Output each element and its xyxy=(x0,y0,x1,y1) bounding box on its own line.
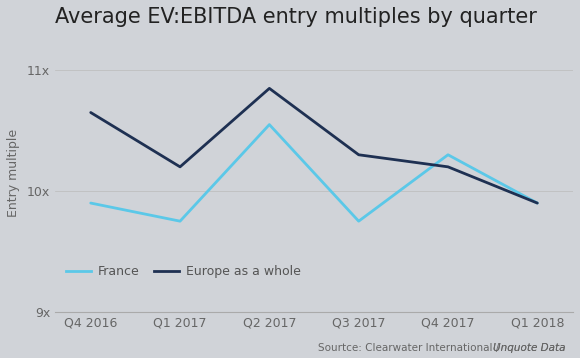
Europe as a whole xyxy=(444,165,451,169)
France xyxy=(534,201,541,205)
Y-axis label: Entry multiple: Entry multiple xyxy=(7,129,20,217)
France xyxy=(87,201,94,205)
France xyxy=(355,219,362,223)
Text: Unquote Data: Unquote Data xyxy=(493,343,566,353)
Text: Unquote Data: Unquote Data xyxy=(493,343,566,353)
France xyxy=(266,122,273,127)
Europe as a whole xyxy=(87,110,94,115)
France xyxy=(176,219,183,223)
Line: France: France xyxy=(90,125,537,221)
Line: Europe as a whole: Europe as a whole xyxy=(90,88,537,203)
France xyxy=(444,153,451,157)
Text: Average EV:EBITDA entry multiples by quarter: Average EV:EBITDA entry multiples by qua… xyxy=(55,7,537,27)
Europe as a whole xyxy=(534,201,541,205)
Text: Sourtce: Clearwater International /: Sourtce: Clearwater International / xyxy=(318,343,503,353)
Europe as a whole xyxy=(266,86,273,91)
Europe as a whole xyxy=(355,153,362,157)
Europe as a whole xyxy=(176,165,183,169)
Legend: France, Europe as a whole: France, Europe as a whole xyxy=(61,260,306,283)
